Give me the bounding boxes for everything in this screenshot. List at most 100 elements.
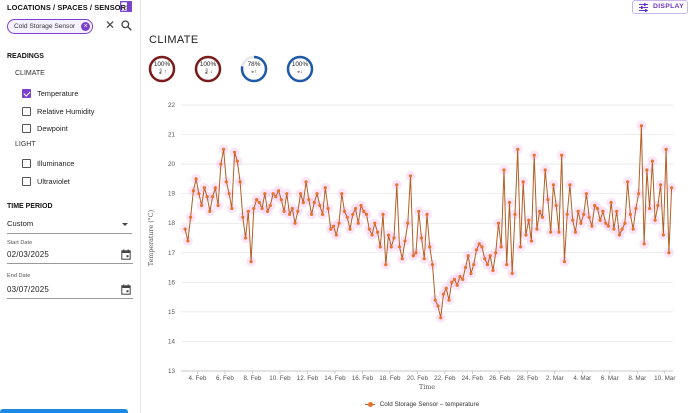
data-point[interactable] xyxy=(395,183,399,187)
time-period-select[interactable]: Custom xyxy=(7,216,132,234)
data-point[interactable] xyxy=(381,212,385,216)
data-point[interactable] xyxy=(601,209,605,213)
data-point[interactable] xyxy=(274,195,278,199)
data-point[interactable] xyxy=(334,233,338,237)
chart-legend[interactable]: Cold Storage Sensor – temperature xyxy=(365,401,479,408)
data-point[interactable] xyxy=(400,257,404,261)
data-point[interactable] xyxy=(227,192,231,196)
data-point[interactable] xyxy=(659,183,663,187)
data-point[interactable] xyxy=(312,200,316,205)
temperature-checkbox[interactable] xyxy=(22,89,31,98)
data-point[interactable] xyxy=(461,277,465,281)
data-point[interactable] xyxy=(560,153,564,157)
data-point[interactable] xyxy=(571,218,575,222)
data-point[interactable] xyxy=(348,227,352,231)
data-point[interactable] xyxy=(439,316,443,320)
data-point[interactable] xyxy=(340,192,344,196)
data-point[interactable] xyxy=(271,192,275,196)
data-point[interactable] xyxy=(554,203,558,208)
data-point[interactable] xyxy=(518,245,523,249)
data-point[interactable] xyxy=(298,192,303,196)
data-point[interactable] xyxy=(326,206,330,211)
data-point[interactable] xyxy=(392,236,396,240)
data-point[interactable] xyxy=(593,203,597,208)
data-point[interactable] xyxy=(452,277,457,281)
data-point[interactable] xyxy=(590,224,594,228)
data-point[interactable] xyxy=(441,292,446,296)
data-point[interactable] xyxy=(301,200,305,205)
data-point[interactable] xyxy=(543,168,547,172)
data-point[interactable] xyxy=(197,192,201,196)
data-point[interactable] xyxy=(527,218,531,222)
data-point[interactable] xyxy=(430,263,435,267)
data-point[interactable] xyxy=(472,263,476,267)
data-point[interactable] xyxy=(359,203,363,208)
data-point[interactable] xyxy=(551,183,556,187)
data-point[interactable] xyxy=(549,230,553,234)
data-point[interactable] xyxy=(370,233,374,237)
data-point[interactable] xyxy=(463,265,468,270)
data-point[interactable] xyxy=(397,245,402,249)
data-point[interactable] xyxy=(403,239,407,243)
data-point[interactable] xyxy=(241,215,245,219)
data-point[interactable] xyxy=(656,203,660,208)
data-point[interactable] xyxy=(521,180,525,184)
dewpoint-checkbox[interactable] xyxy=(22,124,31,133)
data-point[interactable] xyxy=(422,257,426,261)
data-point[interactable] xyxy=(304,180,308,184)
reading-relative-humidity[interactable]: Relative Humidity xyxy=(22,106,95,117)
data-point[interactable] xyxy=(191,189,195,193)
data-point[interactable] xyxy=(219,162,223,166)
data-point[interactable] xyxy=(406,221,410,225)
data-point[interactable] xyxy=(524,233,528,237)
data-point[interactable] xyxy=(287,212,292,216)
data-point[interactable] xyxy=(285,192,289,196)
data-point[interactable] xyxy=(480,245,484,249)
data-point[interactable] xyxy=(634,206,638,211)
data-point[interactable] xyxy=(260,206,264,211)
data-point[interactable] xyxy=(488,254,492,258)
data-point[interactable] xyxy=(249,260,253,264)
data-point[interactable] xyxy=(417,209,421,213)
data-point[interactable] xyxy=(364,212,369,216)
data-point[interactable] xyxy=(562,260,567,264)
data-point[interactable] xyxy=(254,197,259,202)
data-point[interactable] xyxy=(499,245,503,249)
data-point[interactable] xyxy=(502,168,506,172)
data-point[interactable] xyxy=(331,224,336,228)
data-point[interactable] xyxy=(282,209,286,213)
data-point[interactable] xyxy=(213,186,217,190)
data-point[interactable] xyxy=(645,168,649,172)
data-point[interactable] xyxy=(211,195,215,199)
data-point[interactable] xyxy=(595,206,600,211)
data-point[interactable] xyxy=(186,239,190,243)
calendar-icon[interactable] xyxy=(121,284,131,295)
data-point[interactable] xyxy=(246,209,250,213)
data-point[interactable] xyxy=(540,215,545,219)
panel-toggle-icon[interactable] xyxy=(120,1,132,12)
data-point[interactable] xyxy=(425,212,429,216)
data-point[interactable] xyxy=(510,271,514,276)
data-point[interactable] xyxy=(606,224,611,228)
data-point[interactable] xyxy=(414,251,418,255)
data-point[interactable] xyxy=(419,236,424,240)
data-point[interactable] xyxy=(320,212,325,216)
data-point[interactable] xyxy=(375,230,380,234)
data-point[interactable] xyxy=(309,212,314,216)
data-point[interactable] xyxy=(263,192,267,196)
data-point[interactable] xyxy=(329,227,333,231)
data-point[interactable] xyxy=(532,153,536,157)
data-point[interactable] xyxy=(367,227,371,231)
data-point[interactable] xyxy=(243,236,248,240)
data-point[interactable] xyxy=(573,230,578,234)
data-point[interactable] xyxy=(620,227,624,231)
data-point[interactable] xyxy=(436,304,440,308)
data-point[interactable] xyxy=(307,197,311,202)
data-point[interactable] xyxy=(587,215,591,219)
start-date-field[interactable]: 02/03/2025 xyxy=(7,249,133,264)
display-button[interactable]: DISPLAY xyxy=(632,0,688,14)
data-point[interactable] xyxy=(408,174,413,178)
data-point[interactable] xyxy=(337,221,341,225)
data-point[interactable] xyxy=(238,180,242,184)
data-point[interactable] xyxy=(631,227,635,231)
